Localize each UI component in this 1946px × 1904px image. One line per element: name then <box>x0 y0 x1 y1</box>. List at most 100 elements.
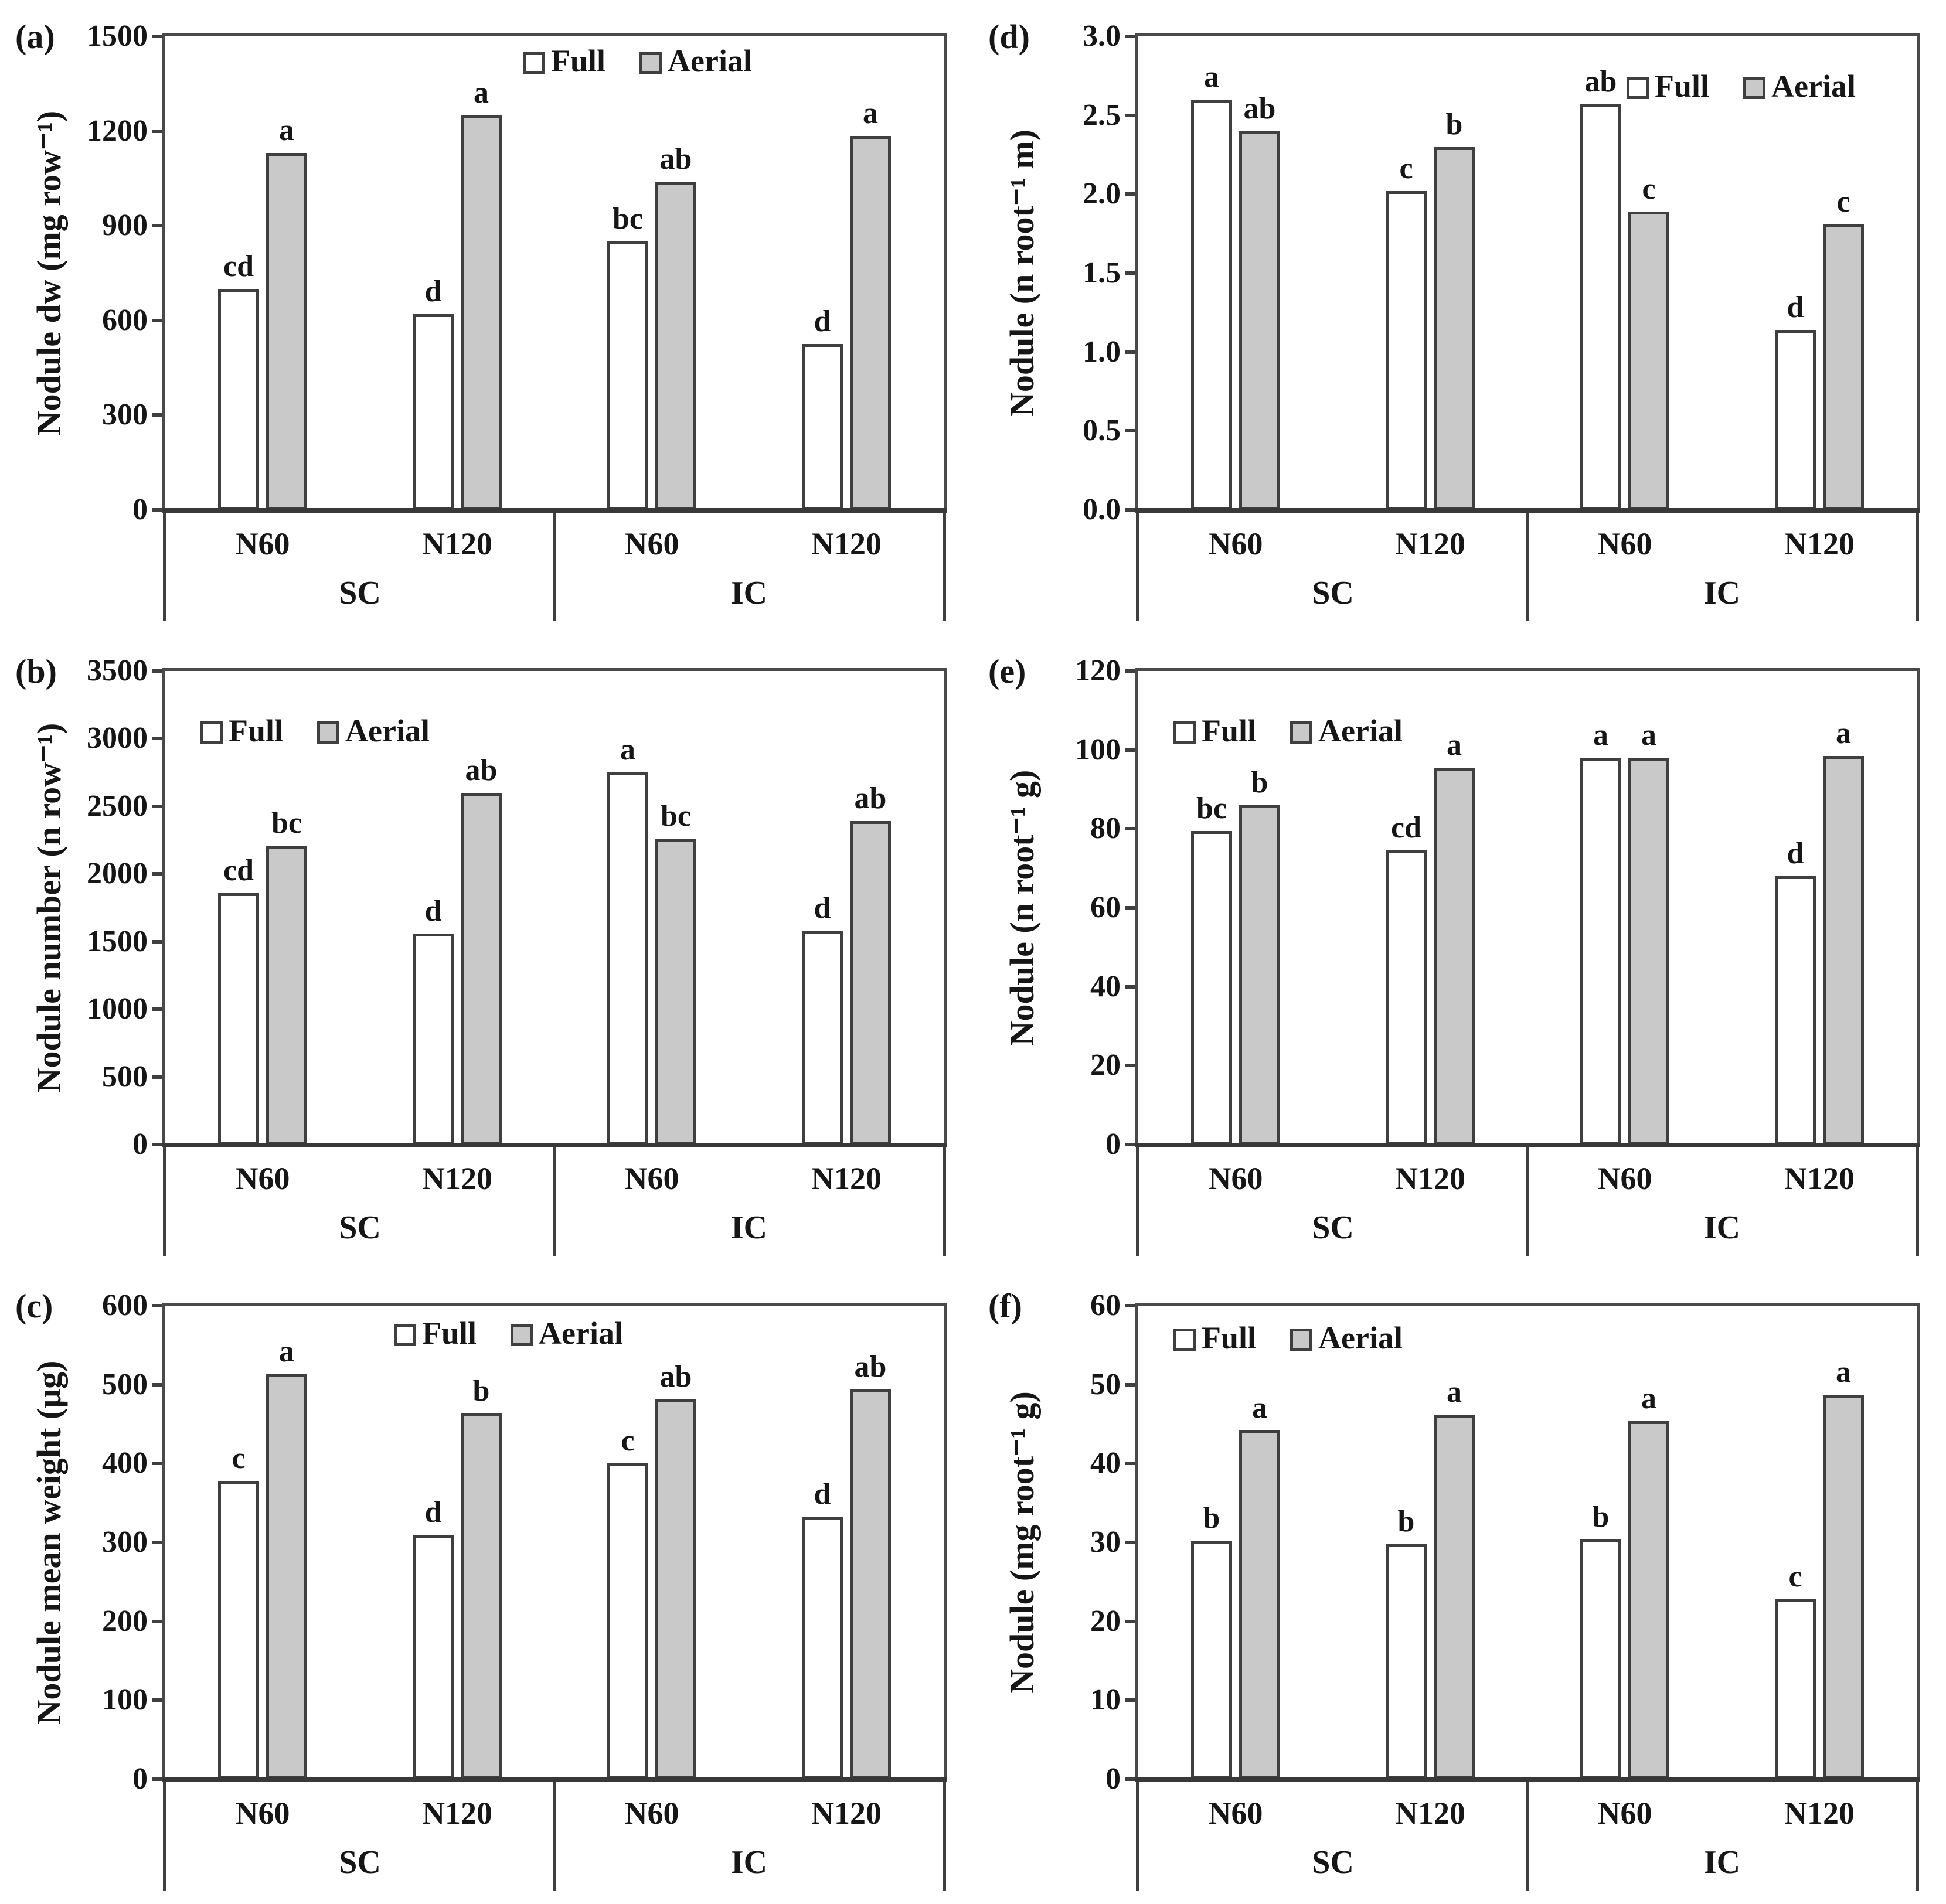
sig-letter: a <box>279 1335 294 1368</box>
sig-letter: b <box>1251 766 1268 799</box>
bar-aerial-ic-n60 <box>1628 212 1669 510</box>
bar-aerial-sc-n60 <box>1239 805 1280 1145</box>
y-tick-mark <box>152 508 165 512</box>
panel-letter: (e) <box>988 652 1026 690</box>
sig-letter: bc <box>271 806 302 840</box>
bar-aerial-ic-n120 <box>850 136 891 510</box>
bar-aerial-ic-n120 <box>1823 1395 1864 1779</box>
y-tick-label: 2000 <box>87 857 148 891</box>
sig-letter: cd <box>1391 811 1421 844</box>
y-tick-label: 0 <box>1105 1762 1121 1796</box>
y-tick-label: 2.5 <box>1083 98 1121 132</box>
legend-swatch-full <box>1173 1329 1196 1351</box>
legend: Full Aerial <box>394 1317 657 1349</box>
y-tick-label: 200 <box>102 1604 148 1638</box>
bar-full-ic-n60 <box>1580 104 1621 510</box>
x-category-label: N120 <box>1784 526 1855 561</box>
bar-full-sc-n120 <box>413 314 454 510</box>
x-axis-line <box>1135 1143 1920 1147</box>
legend-swatch-full <box>523 52 545 74</box>
sig-letter: d <box>814 305 831 338</box>
panel-c: (c) Nodule mean weight (μg) 0 100 200 300 400 5… <box>0 1269 973 1904</box>
bar-full-sc-n120 <box>413 934 454 1145</box>
legend-item-full: Full <box>394 1317 477 1349</box>
x-group-label: IC <box>1703 575 1741 611</box>
y-tick-label: 300 <box>102 398 148 432</box>
x-category-label: N120 <box>1784 1161 1855 1196</box>
y-tick-mark <box>1125 985 1138 989</box>
legend: Full Aerial <box>1627 70 1890 102</box>
sig-letter: c <box>621 1424 635 1457</box>
y-tick-mark <box>1125 508 1138 512</box>
bar-full-ic-n60 <box>607 241 648 510</box>
x-group-label: SC <box>339 575 381 611</box>
y-tick-label: 1000 <box>87 992 148 1026</box>
sig-letter: a <box>620 733 635 767</box>
legend-label: Aerial <box>539 1316 623 1351</box>
y-tick-mark <box>152 1382 165 1387</box>
x-axis-line <box>162 1777 947 1782</box>
x-group-label: IC <box>730 1210 768 1246</box>
y-tick-label: 80 <box>1090 812 1121 846</box>
y-tick-label: 0 <box>132 1762 148 1796</box>
y-tick-label: 2500 <box>87 789 148 823</box>
panel-d: (d) Nodule (n root⁻¹ m) 0.0 0.5 1.0 1.5 2.0 2.5… <box>973 0 1946 635</box>
legend-label: Aerial <box>668 43 752 79</box>
legend-item-full: Full <box>200 715 283 747</box>
sig-letter: a <box>279 114 294 147</box>
bar-full-ic-n120 <box>1775 876 1816 1145</box>
bar-full-sc-n120 <box>1386 191 1427 510</box>
sig-letter: a <box>1641 718 1656 752</box>
y-tick-mark <box>1125 350 1138 354</box>
x-category-label: N60 <box>235 1161 290 1196</box>
group-divider <box>163 510 166 621</box>
bar-full-ic-n60 <box>1580 1539 1621 1779</box>
legend-swatch-aerial <box>1290 721 1313 744</box>
legend-swatch-aerial <box>1290 1329 1313 1351</box>
group-divider <box>163 1779 166 1891</box>
y-tick-label: 0 <box>1105 1128 1121 1161</box>
y-tick-label: 0 <box>132 493 148 526</box>
sig-letter: ab <box>659 142 692 176</box>
sig-letter: d <box>814 1477 831 1511</box>
bar-aerial-ic-n60 <box>1628 1421 1669 1779</box>
x-category-label: N60 <box>624 1161 679 1196</box>
sig-letter: b <box>1397 1505 1415 1538</box>
y-tick-mark <box>1125 35 1138 38</box>
y-tick-label: 0.5 <box>1083 414 1121 448</box>
y-tick-mark <box>152 737 165 741</box>
group-divider <box>553 1779 556 1891</box>
sig-letter: b <box>472 1374 490 1408</box>
x-category-label: N120 <box>1395 1796 1465 1831</box>
group-divider <box>1916 1145 1919 1256</box>
sig-letter: ab <box>1243 92 1276 125</box>
x-category-label: N60 <box>1597 1796 1652 1831</box>
panel-letter: (b) <box>15 652 57 690</box>
bar-aerial-sc-n120 <box>461 1413 502 1779</box>
bar-full-ic-n60 <box>1580 758 1621 1145</box>
sig-letter: a <box>1836 717 1851 750</box>
y-tick-label: 2.0 <box>1083 177 1121 211</box>
sig-letter: a <box>1204 60 1219 94</box>
group-divider <box>1136 510 1139 621</box>
bar-aerial-sc-n60 <box>266 1374 307 1779</box>
legend-label: Full <box>1202 1320 1257 1355</box>
y-tick-mark <box>152 413 165 417</box>
y-tick-mark <box>1125 1462 1138 1466</box>
group-divider <box>1526 1145 1529 1256</box>
x-category-label: N120 <box>811 526 882 561</box>
sig-letter: a <box>1252 1391 1267 1425</box>
legend-item-full: Full <box>1173 715 1256 747</box>
y-tick-label: 1.0 <box>1083 335 1121 369</box>
y-tick-label: 300 <box>102 1525 148 1559</box>
y-tick-label: 1200 <box>87 114 148 148</box>
legend-item-full: Full <box>1627 70 1709 102</box>
y-tick-label: 1500 <box>87 924 148 958</box>
sig-letter: cd <box>223 250 254 283</box>
y-tick-mark <box>152 1541 165 1544</box>
sig-letter: a <box>1641 1382 1656 1415</box>
group-divider <box>163 1145 166 1256</box>
bar-aerial-sc-n60 <box>1239 131 1280 510</box>
y-tick-label: 20 <box>1090 1604 1121 1638</box>
y-tick-mark <box>152 669 165 673</box>
